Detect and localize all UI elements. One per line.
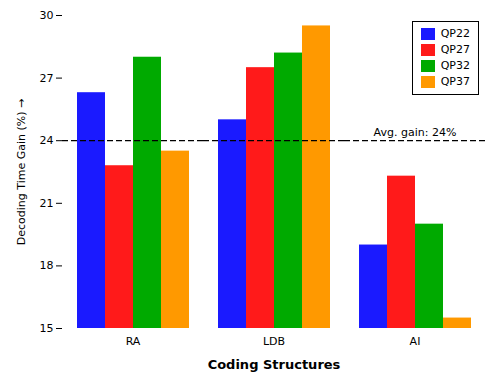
html-text:QP27: QP27: [440, 43, 470, 56]
svg-text:RA: RA: [126, 335, 141, 348]
svg-text:18: 18: [40, 259, 54, 272]
svg-text:Decoding Time Gain (%) →: Decoding Time Gain (%) →: [15, 99, 28, 245]
html-text:QP32: QP32: [440, 59, 470, 72]
html-text:QP37: QP37: [440, 75, 470, 88]
svg-text:Coding Structures: Coding Structures: [208, 357, 341, 372]
svg-text:30: 30: [40, 9, 54, 22]
svg-text:15: 15: [40, 322, 54, 335]
html-text:QP22: QP22: [440, 27, 470, 40]
svg-text:Avg. gain: 24%: Avg. gain: 24%: [374, 126, 457, 139]
svg-text:LDB: LDB: [263, 335, 285, 348]
svg-text:27: 27: [40, 72, 54, 85]
svg-text:21: 21: [40, 197, 54, 210]
svg-text:24: 24: [40, 134, 54, 147]
svg-text:AI: AI: [410, 335, 421, 348]
